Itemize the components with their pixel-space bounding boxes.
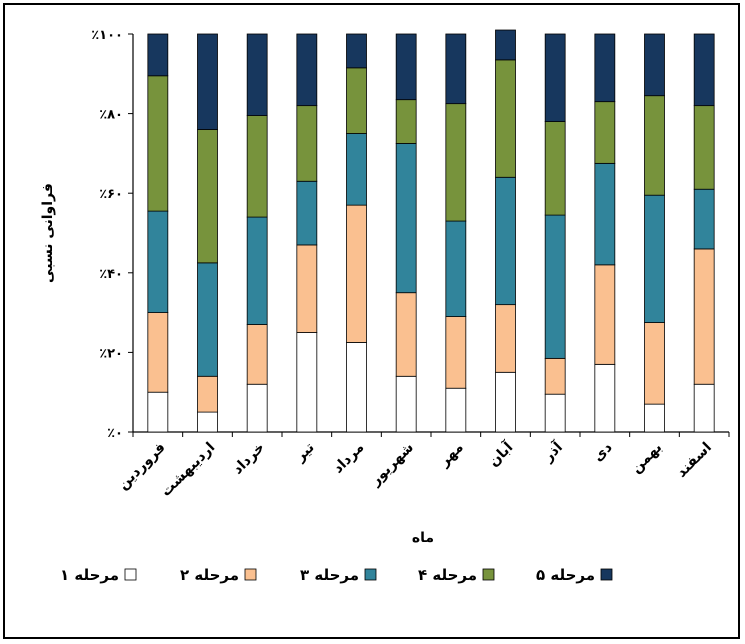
bar-segment-stage-5	[246, 33, 268, 116]
legend-swatch-stage-3	[364, 568, 377, 581]
bar-segment-stage-3	[594, 162, 616, 266]
y-axis-title: فراوانی نسبی	[40, 183, 56, 283]
x-tick-label: شهریور	[367, 440, 417, 490]
legend-label-stage-2: مرحله ۲	[180, 566, 239, 584]
bar-segment-stage-1	[495, 371, 516, 433]
bar-segment-stage-2	[644, 322, 665, 405]
x-tick-label: مهر	[436, 440, 467, 471]
bar-segment-stage-4	[147, 75, 169, 212]
bar-segment-stage-5	[346, 33, 367, 69]
bar-segment-stage-4	[644, 95, 665, 196]
x-tick-label: مرداد	[330, 440, 367, 477]
bar-segment-stage-2	[445, 316, 467, 389]
x-tick-label: بهمن	[628, 440, 665, 477]
legend-swatch-stage-1	[124, 568, 137, 581]
bar-segment-stage-4	[445, 103, 467, 222]
bar-segment-stage-4	[197, 129, 218, 264]
bar-segment-stage-5	[296, 33, 318, 107]
bar-segment-stage-4	[693, 105, 715, 190]
y-tick-label: ٪۱۰۰	[91, 28, 123, 43]
bar-segment-stage-5	[395, 33, 417, 101]
bar-segment-stage-5	[594, 33, 616, 103]
bar-segment-stage-5	[644, 33, 665, 97]
bar-segment-stage-1	[544, 393, 566, 433]
x-tick-label: آبان	[484, 437, 517, 470]
legend-swatch-stage-5	[600, 568, 613, 581]
bar-segment-stage-3	[395, 143, 417, 294]
x-tick-label: اسفند	[674, 440, 715, 481]
bar-segment-stage-2	[495, 304, 516, 373]
axes: ٪۰ ٪۲۰ ٪۴۰ ٪۶۰ ٪۸۰ ٪۱۰۰	[91, 28, 730, 441]
bar-segment-stage-5	[544, 33, 566, 122]
bar-segment-stage-3	[495, 176, 516, 306]
bar-segment-stage-3	[445, 220, 467, 317]
legend-label-stage-4: مرحله ۴	[418, 566, 477, 584]
legend-swatch-stage-4	[482, 568, 495, 581]
y-tick-label: ٪۴۰	[99, 267, 123, 282]
bar-segment-stage-1	[594, 363, 616, 433]
bar-segment-stage-1	[197, 411, 218, 433]
x-tick-label: خرداد	[230, 440, 268, 478]
bar-segment-stage-2	[147, 312, 169, 393]
y-tick-label: ٪۸۰	[99, 108, 123, 123]
legend-label-stage-1: مرحله ۱	[60, 566, 119, 584]
x-tick-label: اردیبهشت	[158, 440, 218, 500]
y-tick-label: ٪۰	[107, 426, 123, 441]
legend: مرحله ۱ مرحله ۲ مرحله ۳ مرحله ۴ مرحله ۵	[60, 566, 613, 584]
bar-segment-stage-4	[246, 115, 268, 218]
bar-segment-stage-1	[445, 387, 467, 433]
bar-segment-stage-2	[693, 248, 715, 385]
bar-segment-stage-4	[296, 105, 318, 182]
chart-frame	[3, 3, 740, 639]
bar-segment-stage-3	[346, 133, 367, 206]
bar-segment-stage-5	[197, 33, 218, 130]
legend-label-stage-5: مرحله ۵	[536, 566, 595, 584]
bar-segment-stage-2	[544, 357, 566, 395]
bar-segment-stage-4	[594, 101, 616, 164]
x-axis-title: ماه	[412, 530, 434, 546]
bar-segment-stage-4	[544, 121, 566, 216]
bar-segment-stage-3	[147, 210, 169, 313]
bar-segment-stage-3	[197, 262, 218, 377]
bar-segment-stage-4	[395, 99, 417, 144]
bar-segment-stage-3	[296, 180, 318, 246]
bar-segment-stage-5	[147, 33, 169, 77]
bar-segment-stage-3	[544, 214, 566, 359]
bar-segment-stage-1	[693, 383, 715, 433]
bars	[147, 29, 715, 433]
bar-segment-stage-2	[594, 264, 616, 365]
bar-segment-stage-4	[495, 59, 516, 178]
bar-segment-stage-3	[246, 216, 268, 325]
bar-segment-stage-1	[346, 342, 367, 433]
bar-segment-stage-3	[644, 194, 665, 323]
y-tick-label: ٪۲۰	[99, 346, 123, 361]
bar-segment-stage-1	[296, 332, 318, 433]
legend-swatch-stage-2	[244, 568, 257, 581]
bar-segment-stage-1	[147, 391, 169, 433]
bar-segment-stage-5	[445, 33, 467, 105]
bar-segment-stage-2	[346, 204, 367, 343]
bar-segment-stage-1	[395, 375, 417, 433]
bar-segment-stage-2	[395, 292, 417, 377]
bar-segment-stage-2	[296, 244, 318, 333]
bar-segment-stage-1	[644, 403, 665, 433]
bar-segment-stage-5	[693, 33, 715, 107]
y-tick-label: ٪۶۰	[99, 187, 123, 202]
bar-segment-stage-2	[197, 375, 218, 413]
bar-segment-stage-4	[346, 67, 367, 134]
bar-segment-stage-1	[246, 383, 268, 433]
bar-segment-stage-2	[246, 324, 268, 385]
x-tick-label: آذر	[538, 437, 566, 465]
legend-label-stage-3: مرحله ۳	[300, 566, 359, 584]
x-tick-label: دی	[590, 440, 615, 465]
bar-segment-stage-5	[495, 29, 516, 61]
bar-segment-stage-3	[693, 188, 715, 250]
x-tick-label: تیر	[292, 440, 318, 466]
